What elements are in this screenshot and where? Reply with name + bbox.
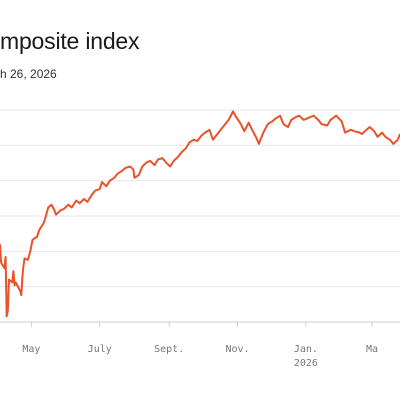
chart-title: mposite index — [0, 28, 140, 54]
series-line — [0, 110, 400, 318]
x-tick-label: Sept. — [154, 344, 184, 355]
chart-subtitle: h 26, 2026 — [0, 67, 57, 81]
x-tick-label: May — [22, 344, 40, 355]
x-tick-label: Nov. — [225, 344, 249, 355]
gridlines — [0, 109, 400, 323]
x-axis: May July Sept. Nov. Jan. 2026 Ma — [22, 322, 378, 369]
x-tick-label: July — [88, 344, 112, 355]
x-tick-year-label: 2026 — [294, 358, 318, 369]
series-layer — [0, 110, 400, 318]
x-tick-label: Ma — [366, 344, 378, 355]
x-tick-label: Jan. — [294, 344, 318, 355]
